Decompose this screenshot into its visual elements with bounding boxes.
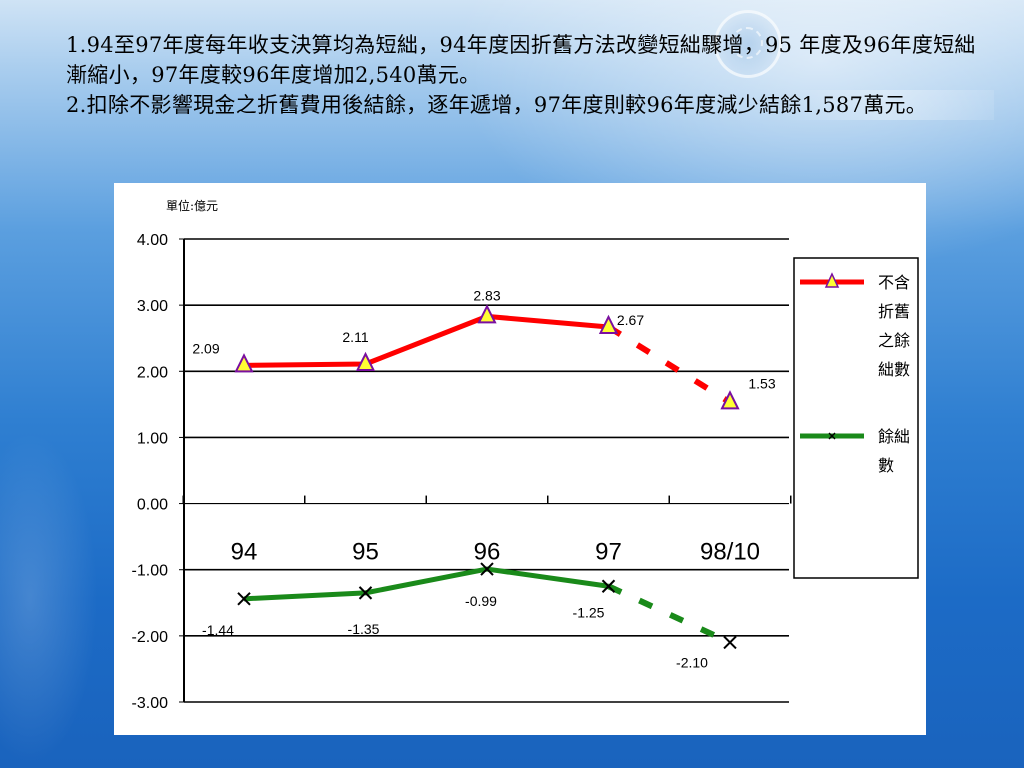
- y-tick-label: -2.00: [132, 629, 169, 646]
- y-tick-label: 1.00: [137, 430, 168, 447]
- legend-box: [793, 257, 919, 579]
- x-category-label: 98/10: [700, 539, 760, 566]
- y-tick-label: 4.00: [137, 232, 168, 249]
- data-label: 2.83: [473, 287, 500, 303]
- data-label: 1.53: [748, 375, 775, 391]
- legend-label: 不含折舊之餘絀數: [878, 273, 910, 379]
- y-tick-label: 0.00: [137, 497, 168, 514]
- data-point-x: [480, 562, 494, 576]
- y-tick-label: 3.00: [137, 298, 168, 315]
- x-category-label: 97: [595, 539, 622, 566]
- data-label: -0.99: [465, 593, 497, 609]
- y-tick-label: -1.00: [132, 563, 169, 580]
- data-point-x: [237, 592, 251, 606]
- data-label: -1.25: [573, 604, 605, 620]
- university-seal-icon: [714, 10, 782, 78]
- data-point-triangle: [355, 351, 376, 372]
- note-2: 2.扣除不影響現金之折舊費用後結餘，逐年遞增，97年度則較96年度減少結餘1,5…: [66, 93, 928, 117]
- data-point-x: [601, 579, 616, 593]
- series-line-1: [243, 313, 609, 368]
- legend-label: 餘絀數: [878, 427, 910, 475]
- intro-notes: 1.94至97年度每年收支決算均為短絀，94年度因折舊方法改變短絀驟增，95 年…: [66, 30, 986, 120]
- data-point-triangle: [477, 304, 497, 324]
- series-line-2: [243, 566, 609, 602]
- line-chart: 單位:億元 4.00 3.00 2.00 1.00 0.00 -1.00 -2.00 -3.00…: [132, 198, 919, 712]
- x-category-label: 95: [352, 539, 379, 566]
- x-category-label: 94: [231, 539, 258, 566]
- note-1: 1.94至97年度每年收支決算均為短絀，94年度因折舊方法改變短絀驟增，95 年…: [66, 33, 976, 87]
- data-point-x: [723, 635, 737, 650]
- data-point-triangle: [598, 314, 619, 334]
- university-logo: [714, 6, 1014, 126]
- data-label: -2.10: [676, 654, 708, 670]
- y-tick-label: 2.00: [137, 364, 168, 381]
- data-label: 2.11: [342, 329, 368, 345]
- logo-band: [784, 90, 994, 120]
- data-point-triangle: [720, 390, 740, 410]
- data-label: -1.35: [348, 621, 380, 637]
- series-line-1-dashed: [606, 324, 732, 405]
- data-point-triangle: [234, 353, 254, 373]
- data-label: 2.67: [617, 312, 644, 328]
- legend-marker-x: [828, 432, 836, 440]
- legend-marker-triangle: [824, 272, 840, 288]
- x-category-label: 96: [474, 539, 501, 566]
- series-line-2-dashed: [607, 583, 732, 646]
- data-label: 2.09: [192, 340, 219, 356]
- data-label: -1.44: [202, 622, 234, 638]
- y-tick-label: -3.00: [132, 695, 169, 712]
- data-point-x: [358, 586, 373, 600]
- chart-panel: 單位:億元 4.00 3.00 2.00 1.00 0.00 -1.00 -2.00 -3.00…: [114, 183, 926, 735]
- unit-label: 單位:億元: [166, 198, 218, 213]
